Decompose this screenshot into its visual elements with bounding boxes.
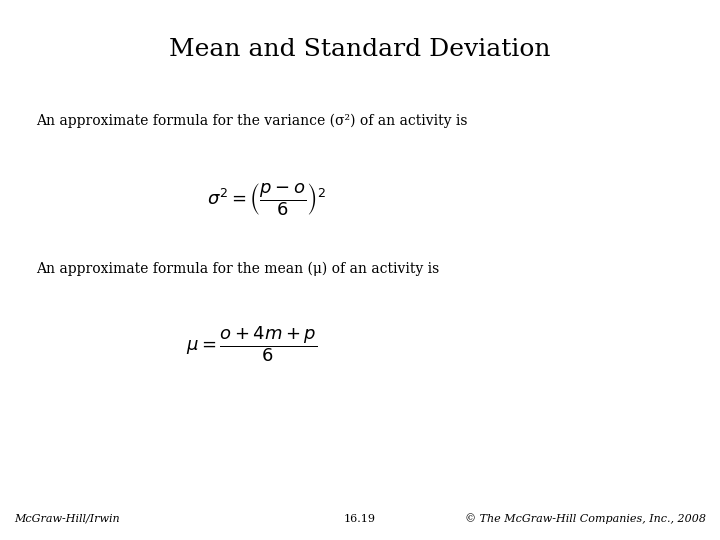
Text: $\mu = \dfrac{o + 4m + p}{6}$: $\mu = \dfrac{o + 4m + p}{6}$ bbox=[186, 324, 318, 363]
Text: 16.19: 16.19 bbox=[344, 514, 376, 524]
Text: McGraw-Hill/Irwin: McGraw-Hill/Irwin bbox=[14, 514, 120, 524]
Text: An approximate formula for the variance (σ²) of an activity is: An approximate formula for the variance … bbox=[36, 113, 467, 128]
Text: Mean and Standard Deviation: Mean and Standard Deviation bbox=[169, 38, 551, 61]
Text: $\sigma^2 = \left(\dfrac{p - o}{6}\right)^2$: $\sigma^2 = \left(\dfrac{p - o}{6}\right… bbox=[207, 181, 325, 218]
Text: An approximate formula for the mean (μ) of an activity is: An approximate formula for the mean (μ) … bbox=[36, 262, 439, 276]
Text: © The McGraw-Hill Companies, Inc., 2008: © The McGraw-Hill Companies, Inc., 2008 bbox=[464, 513, 706, 524]
